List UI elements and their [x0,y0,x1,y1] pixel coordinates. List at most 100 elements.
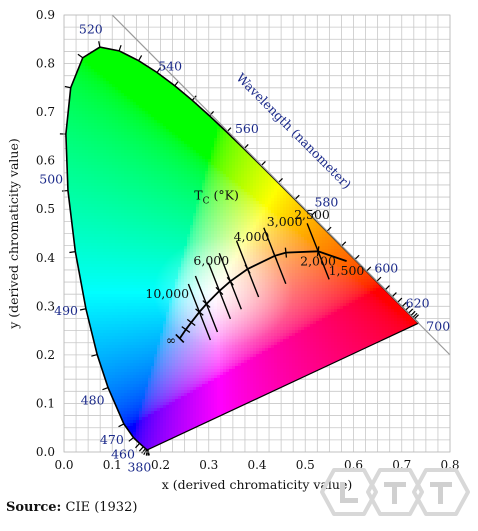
gamut-cell [247,33,251,37]
gamut-cell [298,93,302,97]
gamut-cell [373,84,377,88]
gamut-cell [313,108,317,112]
gamut-cell [238,90,242,94]
gamut-cell [190,114,194,118]
gamut-cell [109,117,113,121]
gamut-cell [259,18,263,22]
gamut-cell [193,30,197,34]
gamut-cell [316,33,320,37]
gamut-cell [112,93,116,97]
gamut-cell [103,78,107,82]
gamut-cell [442,72,446,76]
gamut-cell [367,66,371,70]
gamut-cell [166,33,170,37]
gamut-cell [211,72,215,76]
gamut-cell [160,117,164,121]
gamut-cell [67,69,71,73]
gamut-cell [214,54,218,58]
gamut-cell [65,78,68,82]
gamut-cell [286,90,290,94]
gamut-cell [199,78,203,82]
gamut-cell [367,111,371,115]
gamut-cell [202,84,206,88]
gamut-cell [67,78,71,82]
gamut-cell [136,123,140,127]
gamut-cell [133,120,137,124]
gamut-cell [421,72,425,76]
gamut-cell [379,15,383,19]
gamut-cell [358,123,362,127]
gamut-cell [292,21,296,25]
gamut-cell [373,69,377,73]
gamut-cell [283,90,287,94]
gamut-cell [223,90,227,94]
gamut-cell [271,21,275,25]
gamut-cell [328,90,332,94]
gamut-cell [343,108,347,112]
gamut-cell [403,33,407,37]
gamut-cell [397,90,401,94]
gamut-cell [403,42,407,46]
gamut-cell [124,123,128,127]
gamut-cell [130,120,134,124]
gamut-cell [322,33,326,37]
gamut-cell [175,21,179,25]
gamut-cell [301,120,305,124]
gamut-cell [169,27,173,31]
gamut-cell [397,47,401,49]
gamut-cell [130,47,134,49]
gamut-cell [145,78,149,82]
gamut-cell [445,18,449,22]
gamut-cell [325,66,329,70]
gamut-cell [310,47,314,49]
gamut-cell [430,96,434,100]
gamut-cell [199,117,203,121]
gamut-cell [145,66,149,70]
gamut-cell [178,111,182,115]
gamut-cell [421,81,425,85]
gamut-cell [226,105,230,109]
gamut-cell [118,111,122,115]
gamut-cell [205,15,209,19]
gamut-cell [70,69,74,73]
gamut-cell [115,33,119,37]
gamut-cell [214,105,218,109]
gamut-cell [172,117,176,121]
gamut-cell [418,54,419,58]
gamut-cell [439,57,443,61]
gamut-cell [145,81,149,85]
gamut-cell [406,78,410,82]
gamut-cell [373,123,377,127]
gamut-cell [154,96,158,100]
gamut-cell [289,90,293,94]
gamut-cell [202,117,206,121]
gamut-cell [166,93,170,97]
gamut-cell [382,126,386,130]
gamut-cell [406,120,410,124]
gamut-cell [154,90,158,94]
gamut-cell [166,96,170,100]
gamut-cell [175,126,179,130]
gamut-cell [346,15,350,19]
gamut-cell [127,42,131,46]
gamut-cell [82,87,86,91]
gamut-cell [349,93,353,97]
gamut-cell [223,57,227,61]
gamut-cell [181,78,185,82]
gamut-cell [97,102,101,106]
gamut-cell [445,72,449,76]
gamut-cell [325,69,329,73]
gamut-cell [331,18,335,22]
gamut-cell [154,15,158,19]
gamut-cell [70,21,74,25]
gamut-cell [118,42,122,46]
gamut-cell [325,99,329,103]
gamut-cell [358,27,362,31]
gamut-cell [253,54,257,58]
gamut-cell [103,54,107,58]
gamut-cell [205,72,209,76]
gamut-cell [217,108,221,112]
gamut-cell [127,126,131,130]
gamut-cell [427,111,431,115]
gamut-cell [175,18,179,22]
